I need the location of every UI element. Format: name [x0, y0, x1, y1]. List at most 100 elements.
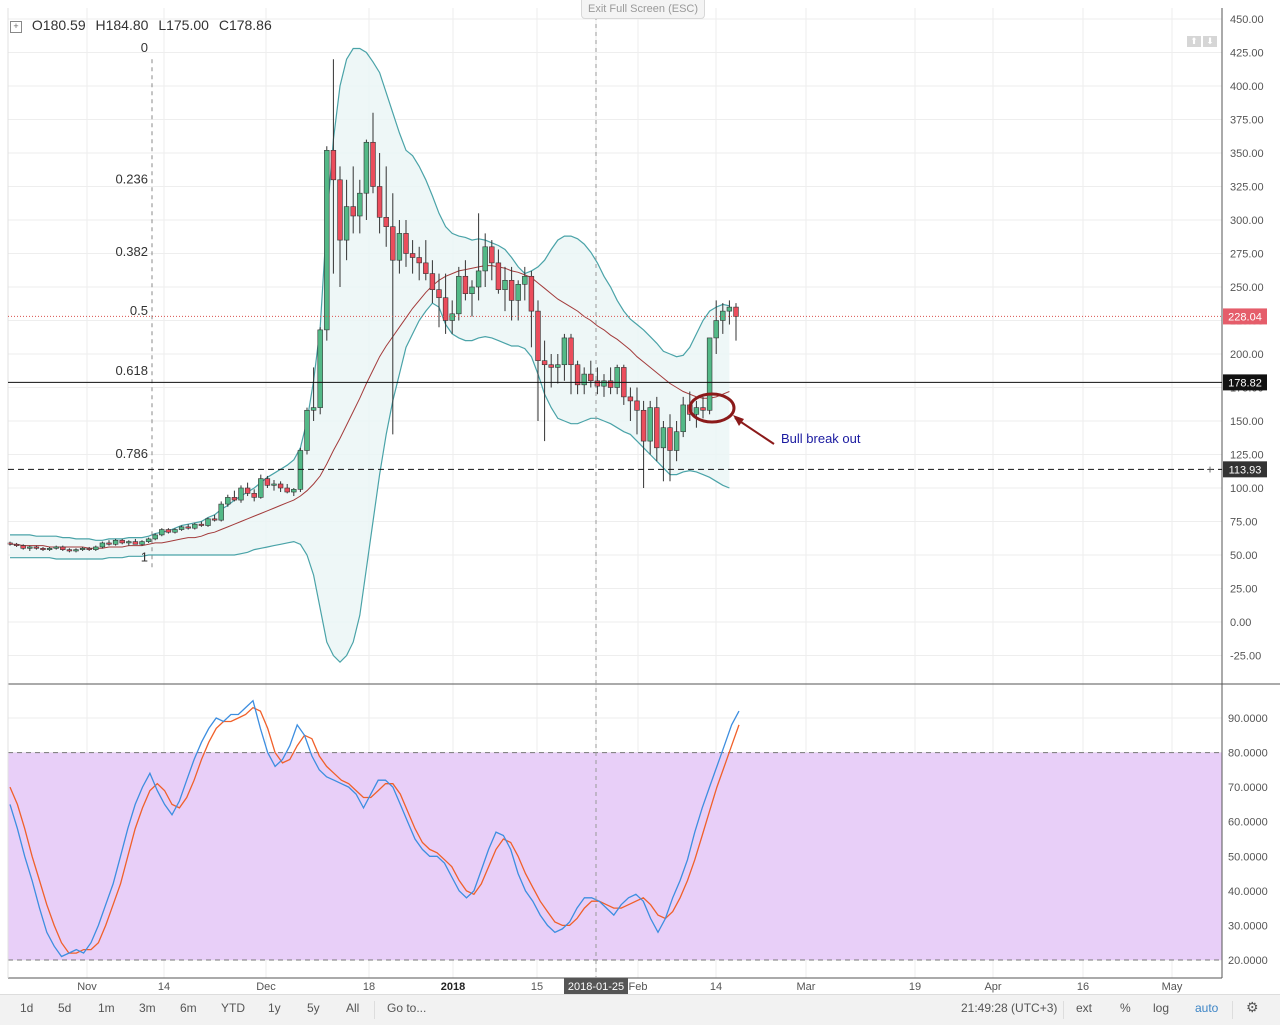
- candle: [568, 333, 574, 395]
- candle: [720, 303, 726, 334]
- current-price-tag: 178.82: [1228, 377, 1262, 389]
- candle: [654, 396, 660, 462]
- candle: [429, 260, 436, 304]
- percent-scale-button[interactable]: %: [1120, 1001, 1131, 1015]
- candle: [178, 525, 185, 531]
- extended-hours-button[interactable]: ext: [1076, 1001, 1093, 1015]
- candle-body: [330, 150, 337, 181]
- price-axis-tick-label: 325.00: [1230, 182, 1264, 194]
- log-scale-button[interactable]: log: [1153, 1001, 1170, 1015]
- oscillator-axis-tick-label: 20.0000: [1228, 955, 1268, 967]
- scale-down-icon[interactable]: ⬇: [1203, 36, 1217, 47]
- candle: [244, 482, 251, 497]
- oscillator-axis-tick-label: 50.0000: [1228, 851, 1268, 863]
- timeframe-6m[interactable]: 6m: [180, 1001, 197, 1015]
- candle: [198, 521, 205, 527]
- candle-body: [198, 523, 205, 526]
- ohlc-low: L175.00: [158, 17, 209, 33]
- candle: [33, 545, 40, 550]
- timeframe-ytd[interactable]: YTD: [221, 1001, 245, 1015]
- timeframe-1m[interactable]: 1m: [98, 1001, 115, 1015]
- candle-body: [640, 409, 647, 442]
- x-tick-label: Mar: [797, 981, 816, 993]
- bottom-toolbar: 1d 5d 1m 3m 6m YTD 1y 5y All Go to... 21…: [0, 994, 1280, 1025]
- current-price-tag-box: [1223, 374, 1267, 391]
- candle-body: [244, 487, 251, 494]
- candle: [416, 246, 422, 281]
- candle-body: [396, 233, 403, 261]
- candle-body: [713, 320, 719, 339]
- candle: [495, 249, 502, 294]
- candle-body: [720, 310, 726, 321]
- candle: [581, 367, 587, 395]
- candle: [442, 273, 449, 334]
- x-tick-label: 14: [710, 981, 722, 993]
- timeframe-5d[interactable]: 5d: [58, 1001, 72, 1015]
- price-axis-tick-label: -25.00: [1230, 651, 1261, 663]
- candle-body: [588, 373, 594, 382]
- candle-body: [185, 526, 191, 529]
- oscillator-axis-tick-label: 30.0000: [1228, 920, 1268, 932]
- auto-scale-button[interactable]: auto: [1195, 1001, 1219, 1015]
- price-axis-tick-label: 350.00: [1230, 148, 1264, 160]
- collapse-icon[interactable]: +: [10, 21, 22, 33]
- timeframe-3m[interactable]: 3m: [139, 1001, 156, 1015]
- candle-body: [119, 539, 125, 544]
- goto-button[interactable]: Go to...: [387, 1001, 427, 1015]
- candle-body: [363, 141, 370, 194]
- candle-body: [383, 217, 389, 228]
- candle-body: [594, 380, 601, 387]
- price-axis-tick-label: 425.00: [1230, 48, 1264, 60]
- stochastic-band-fill: [8, 752, 1222, 960]
- fib-level-label: 0.236: [115, 172, 148, 187]
- candle: [330, 59, 337, 274]
- candle: [310, 367, 317, 421]
- timeframe-all[interactable]: All: [346, 1001, 360, 1015]
- candle-body: [561, 337, 568, 366]
- candle-body: [310, 407, 317, 411]
- x-tick-label: 2018: [441, 981, 465, 993]
- price-axis-tick-label: 25.00: [1230, 584, 1258, 596]
- exit-fullscreen-button[interactable]: Exit Full Screen (ESC): [581, 0, 705, 19]
- candle-body: [132, 541, 139, 545]
- candle: [93, 545, 99, 551]
- fib-level-label: 0: [141, 40, 148, 55]
- candle: [211, 514, 218, 522]
- candle: [139, 540, 145, 546]
- price-axis-tick-label: 100.00: [1230, 483, 1264, 495]
- timeframe-5y[interactable]: 5y: [307, 1001, 320, 1015]
- candle-body: [535, 310, 541, 361]
- scale-up-icon[interactable]: ⬆: [1187, 36, 1201, 47]
- candle: [238, 485, 244, 503]
- price-axis-tick-label: 275.00: [1230, 249, 1264, 261]
- fib-level-label: 0.5: [130, 303, 148, 318]
- candle: [660, 421, 667, 482]
- timeframe-1y[interactable]: 1y: [268, 1001, 281, 1015]
- candle-body: [647, 407, 653, 442]
- candle-body: [324, 150, 330, 331]
- candle: [449, 300, 455, 334]
- stochastic-d-line: [9, 706, 740, 954]
- candle: [73, 548, 79, 553]
- candle-body: [106, 542, 112, 545]
- candle-body: [165, 529, 172, 533]
- candle: [462, 260, 469, 301]
- price-axis-tick-label: 250.00: [1230, 282, 1264, 294]
- candle: [40, 546, 46, 551]
- candle-body: [700, 407, 706, 411]
- candle: [159, 528, 165, 537]
- candle: [634, 387, 640, 435]
- candle: [66, 548, 73, 553]
- candle: [502, 266, 508, 312]
- price-axis-tick-label: 125.00: [1230, 450, 1264, 462]
- candle: [383, 166, 389, 247]
- timeframe-1d[interactable]: 1d: [20, 1001, 34, 1015]
- candle-body: [607, 380, 614, 388]
- candle: [152, 533, 158, 541]
- candle-body: [40, 547, 46, 550]
- candle: [46, 546, 53, 551]
- price-chart[interactable]: Nov 14 Dec 18 2018 15 2018-01-25 Feb 14 Mar 19 Apr 1…: [0, 0, 1280, 994]
- price-axis-tick-label: 75.00: [1230, 517, 1258, 529]
- candle-body: [601, 380, 607, 387]
- settings-gear-icon[interactable]: ⚙: [1246, 999, 1259, 1015]
